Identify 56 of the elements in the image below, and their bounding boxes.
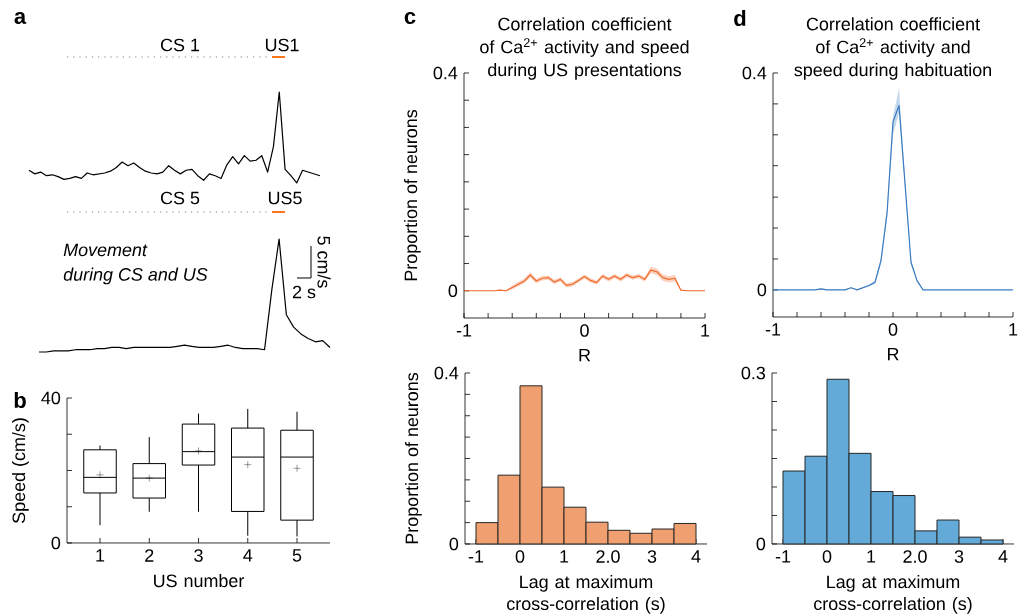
x-tick-label: 3 <box>954 550 964 563</box>
x-tick-label: 4 <box>998 550 1008 563</box>
y-tick-label: 0.3 <box>741 366 766 380</box>
text: CS 5 <box>160 191 200 205</box>
x-tick-label: 2 <box>145 549 154 562</box>
annotation: Movement <box>63 243 148 257</box>
y-axis-title: Proportion of neurons <box>405 372 422 544</box>
x-tick-label: 0 <box>822 550 832 563</box>
x-axis-title: R <box>579 349 591 362</box>
annotation: 2 s <box>292 285 316 299</box>
text: d <box>734 9 746 27</box>
x-tick-label: 1 <box>96 549 105 562</box>
x-axis-title: R <box>888 348 899 361</box>
x-tick-label: -1 <box>456 324 472 337</box>
y-tick-label: 0 <box>756 537 766 551</box>
x-tick-label: 1 <box>701 324 710 337</box>
chart-subtitle: of Ca$^{2+}$ activity and speed during US presentations <box>480 38 689 80</box>
chart-title: Correlation coefficient <box>498 17 672 31</box>
x-tick-label: 0 <box>515 550 525 563</box>
text: c <box>404 11 416 24</box>
x-axis-title: Lag at maximum cross-correlation (s) <box>814 575 972 614</box>
x-tick-label: 5 <box>292 549 302 562</box>
x-axis-title: US number <box>154 574 245 588</box>
x-tick-label: 1 <box>867 550 876 563</box>
x-tick-label: -1 <box>765 323 781 336</box>
annotation: during CS and US <box>63 267 208 285</box>
y-tick-label: 0.4 <box>433 66 458 80</box>
x-tick-label: -1 <box>468 550 484 563</box>
x-tick-label: 1 <box>560 550 569 563</box>
y-axis-title: Speed (cm/s) <box>12 418 29 523</box>
y-tick-label: 0 <box>448 284 458 298</box>
y-tick-label: 0 <box>449 537 459 551</box>
x-tick-label: 4 <box>243 549 253 562</box>
y-tick-label: 0 <box>757 283 767 297</box>
x-tick-label: 3 <box>194 549 203 562</box>
x-tick-label: 0 <box>580 324 589 337</box>
chart-subtitle: of Ca$^{2+}$ activity and speed during habituation <box>794 38 991 80</box>
x-tick-label: 4 <box>691 550 701 563</box>
y-tick-label: 0.4 <box>434 366 459 380</box>
annotation: 5 cm/s <box>317 236 331 288</box>
chart-title: Correlation coefficient <box>806 17 980 31</box>
x-tick-label: 2.0 <box>596 550 620 563</box>
x-tick-label: 0 <box>888 323 898 336</box>
x-tick-label: 1 <box>1009 323 1018 336</box>
y-tick-label: 0.4 <box>742 66 767 80</box>
y-axis-title: Proportion of neurons <box>404 109 421 281</box>
x-tick-label: 3 <box>647 550 657 563</box>
x-tick-label: 2.0 <box>903 550 927 563</box>
text: b <box>14 391 26 409</box>
text: US5 <box>268 191 302 205</box>
text: US1 <box>265 38 299 52</box>
x-tick-label: -1 <box>775 550 791 563</box>
text: CS 1 <box>160 38 200 52</box>
text: a <box>14 11 27 24</box>
y-tick-label: 40 <box>41 391 61 405</box>
x-axis-title: Lag at maximum cross-correlation (s) <box>507 575 665 614</box>
